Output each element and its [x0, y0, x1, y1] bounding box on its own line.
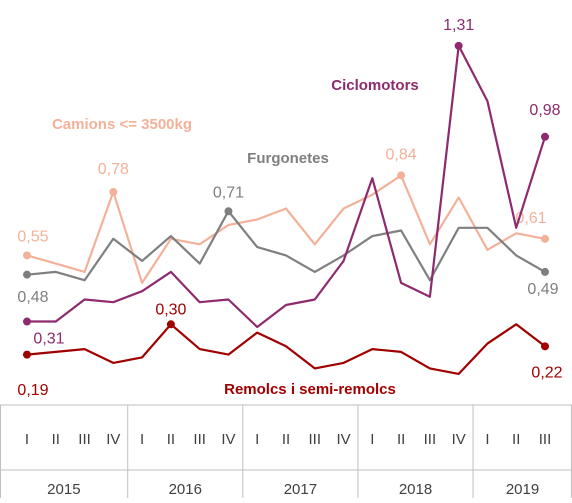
point-marker — [541, 267, 549, 276]
value-label: 0,71 — [213, 184, 244, 201]
value-label: 0,84 — [386, 147, 417, 164]
series-name: Remolcs i semi-remolcs — [224, 381, 396, 398]
value-label: 0,30 — [155, 302, 186, 319]
point-marker — [23, 317, 31, 326]
group-label: 2018 — [399, 481, 432, 498]
x-tick-label: II — [52, 431, 60, 448]
x-tick-label: II — [282, 431, 290, 448]
series-line — [26, 210, 546, 282]
group-label: 2016 — [169, 481, 202, 498]
series-line — [26, 174, 546, 284]
value-label: 0,49 — [527, 281, 558, 298]
x-tick-label: IV — [336, 431, 350, 448]
point-marker — [23, 251, 31, 260]
x-tick-label: I — [485, 431, 489, 448]
point-marker — [23, 350, 31, 359]
x-tick-label: I — [140, 431, 144, 448]
series-line — [27, 44, 547, 329]
x-tick-label: II — [167, 431, 175, 448]
value-label: 0,55 — [17, 229, 48, 246]
value-label: 0,48 — [17, 289, 48, 306]
series-line — [26, 323, 546, 375]
point-marker — [23, 270, 31, 279]
point-marker — [109, 187, 118, 196]
x-tick-label: I — [370, 431, 374, 448]
x-tick-label: II — [397, 431, 405, 448]
x-tick-label: I — [255, 431, 259, 448]
series-name: Ciclomotors — [331, 77, 419, 94]
value-label: 0,61 — [515, 210, 546, 227]
x-tick-label: III — [539, 431, 552, 448]
value-label: 0,31 — [33, 331, 64, 348]
point-marker — [224, 207, 233, 216]
value-label: 1,31 — [443, 17, 474, 34]
point-marker — [454, 41, 463, 50]
value-label: 0,78 — [98, 161, 129, 178]
point-marker — [541, 234, 549, 243]
series-name: Camions <= 3500kg — [52, 116, 192, 133]
x-tick-label: IV — [106, 431, 120, 448]
point-marker — [397, 171, 406, 180]
x-tick-label: IV — [452, 431, 466, 448]
group-label: 2015 — [47, 481, 80, 498]
x-tick-label: III — [78, 431, 91, 448]
x-tick-label: II — [512, 431, 520, 448]
point-marker — [541, 342, 549, 351]
x-tick-label: I — [25, 431, 29, 448]
point-marker — [166, 320, 175, 329]
x-tick-label: IV — [221, 431, 235, 448]
x-tick-label: III — [309, 431, 322, 448]
series-name: Furgonetes — [247, 150, 329, 167]
value-label: 0,22 — [531, 365, 562, 382]
point-marker — [541, 132, 549, 141]
x-tick-label: III — [424, 431, 437, 448]
group-label: 2019 — [506, 481, 539, 498]
x-tick-label: III — [193, 431, 206, 448]
group-label: 2017 — [284, 481, 317, 498]
value-label: 0,98 — [529, 102, 560, 119]
value-label: 0,19 — [17, 382, 48, 399]
